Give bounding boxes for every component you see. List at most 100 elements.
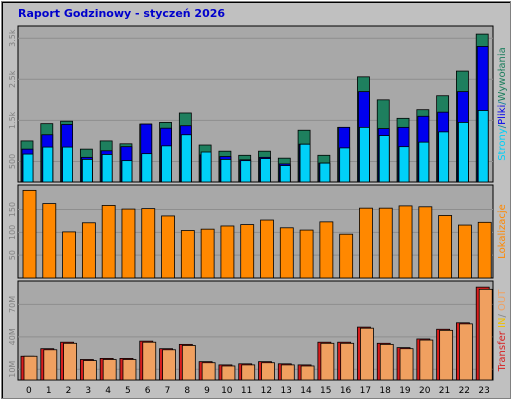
y-tick-label: 40M [8,328,17,345]
bar-wejscie [419,339,434,381]
bar-wejscie [162,349,176,381]
y-tick-label: 1.5k [8,111,17,129]
bar-lokalizacje [378,207,393,279]
bar-wejscie [122,359,137,381]
bar-wywolania [339,147,351,183]
bar-wejscie [43,349,58,381]
bar-lokalizacje [299,229,314,279]
bar-wejscie [261,362,275,381]
bar-wywolania [458,122,469,183]
bar-wejscie [142,341,157,381]
series-label-part: Pliki [497,105,508,125]
bar-wejscie [300,365,315,381]
bar-lokalizacje [101,205,116,279]
series-label-part: IN [497,318,508,332]
x-tick-label: 1 [46,386,52,396]
y-tick-label: 50 [8,250,17,260]
bar-lokalizacje [458,224,472,279]
bar-wywolania [359,126,370,183]
bar-wejscie [379,343,394,381]
series-label-part: OUT [497,289,508,314]
y-tick-label: 500 [8,154,17,169]
bar-wejscie [340,342,355,381]
series-label-part: / [497,101,508,105]
bar-wywolania [161,145,172,183]
bar-wywolania [121,160,133,183]
x-tick-label: 6 [145,386,151,396]
x-tick-label: 19 [399,386,411,396]
x-tick-label: 11 [241,386,252,396]
bar-lokalizacje [22,189,37,279]
bar-lokalizacje [62,231,76,279]
bar-wejscie [459,323,473,381]
bar-wywolania [62,146,73,183]
bar-wywolania [101,154,113,183]
series-label-part: Strony [497,128,508,161]
y-tick-label: 150 [8,202,17,217]
bar-wywolania [378,135,390,183]
series-label-part: Lokalizacje [497,204,508,259]
x-tick-label: 23 [478,386,489,396]
bar-lokalizacje [180,230,195,279]
bar-wejscie [360,327,374,381]
bar-wywolania [438,131,450,183]
x-tick-label: 0 [26,386,32,396]
panel-bg-transfer [17,280,494,381]
bar-wywolania [299,143,311,183]
series-label-part: / [497,314,508,318]
series-label-transfer: Transfer IN/ OUT [497,289,508,373]
bar-wywolania [240,160,252,183]
bar-wejscie [478,288,493,381]
bar-lokalizacje [477,221,492,279]
x-tick-label: 3 [85,386,91,396]
x-tick-label: 9 [204,386,210,396]
x-tick-label: 10 [221,386,233,396]
chart-title: Raport Godzinowy - styczeń 2026 [18,7,225,20]
x-tick-label: 22 [459,386,470,396]
bar-lokalizacje [319,221,334,279]
panel-transfer: 10M 40M 70M Transfer IN/ OUT [8,280,508,381]
x-tick-label: 12 [261,386,272,396]
x-tick-label: 5 [125,386,131,396]
series-label-pages-files-hits: Strony/Pliki/Wywołania [497,47,508,161]
bar-wejscie [320,342,335,381]
bar-wywolania [260,158,271,183]
bar-wywolania [180,134,192,183]
x-tick-label: 20 [419,386,431,396]
panel-bg-pages-files-hits [17,25,494,183]
bar-lokalizacje [418,206,433,279]
bar-wywolania [220,159,232,183]
bar-wywolania [477,110,489,183]
bar-lokalizacje [279,227,294,279]
bar-wejscie [82,360,97,381]
bar-wywolania [141,153,153,183]
series-label-part: / [497,124,508,128]
bar-lokalizacje [141,208,156,279]
bar-lokalizacje [339,233,354,279]
x-tick-label: 7 [165,386,171,396]
bar-wejscie [221,365,236,381]
bar-wejscie [439,329,454,381]
bar-lokalizacje [220,225,235,279]
x-tick-label: 15 [320,386,331,396]
bar-wejscie [181,345,196,381]
bar-wywolania [418,141,430,183]
bar-wywolania [200,151,212,183]
bar-wywolania [398,146,410,183]
panel-locations: 50 100 150 Lokalizacje [8,184,508,279]
bar-lokalizacje [398,205,413,279]
bar-wejscie [63,342,77,381]
bar-lokalizacje [42,203,57,279]
x-tick-label: 18 [379,386,391,396]
bar-wejscie [241,364,256,381]
bar-wejscie [399,348,414,381]
bar-wywolania [279,165,291,183]
bar-lokalizacje [161,215,175,279]
y-tick-label: 10M [8,361,17,378]
y-tick-label: 70M [8,296,17,313]
x-tick-label: 14 [300,386,312,396]
bar-wywolania [42,146,54,183]
